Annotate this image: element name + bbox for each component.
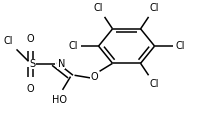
Text: O: O	[27, 34, 34, 44]
Text: Cl: Cl	[3, 36, 13, 46]
Text: Cl: Cl	[68, 41, 77, 51]
Text: Cl: Cl	[176, 41, 185, 51]
Text: Cl: Cl	[94, 3, 103, 13]
Text: S: S	[29, 59, 36, 69]
Text: HO: HO	[52, 95, 67, 105]
Text: O: O	[27, 84, 34, 94]
Text: O: O	[91, 72, 98, 82]
Text: Cl: Cl	[150, 79, 159, 89]
Text: N: N	[57, 59, 65, 69]
Text: Cl: Cl	[150, 3, 159, 13]
